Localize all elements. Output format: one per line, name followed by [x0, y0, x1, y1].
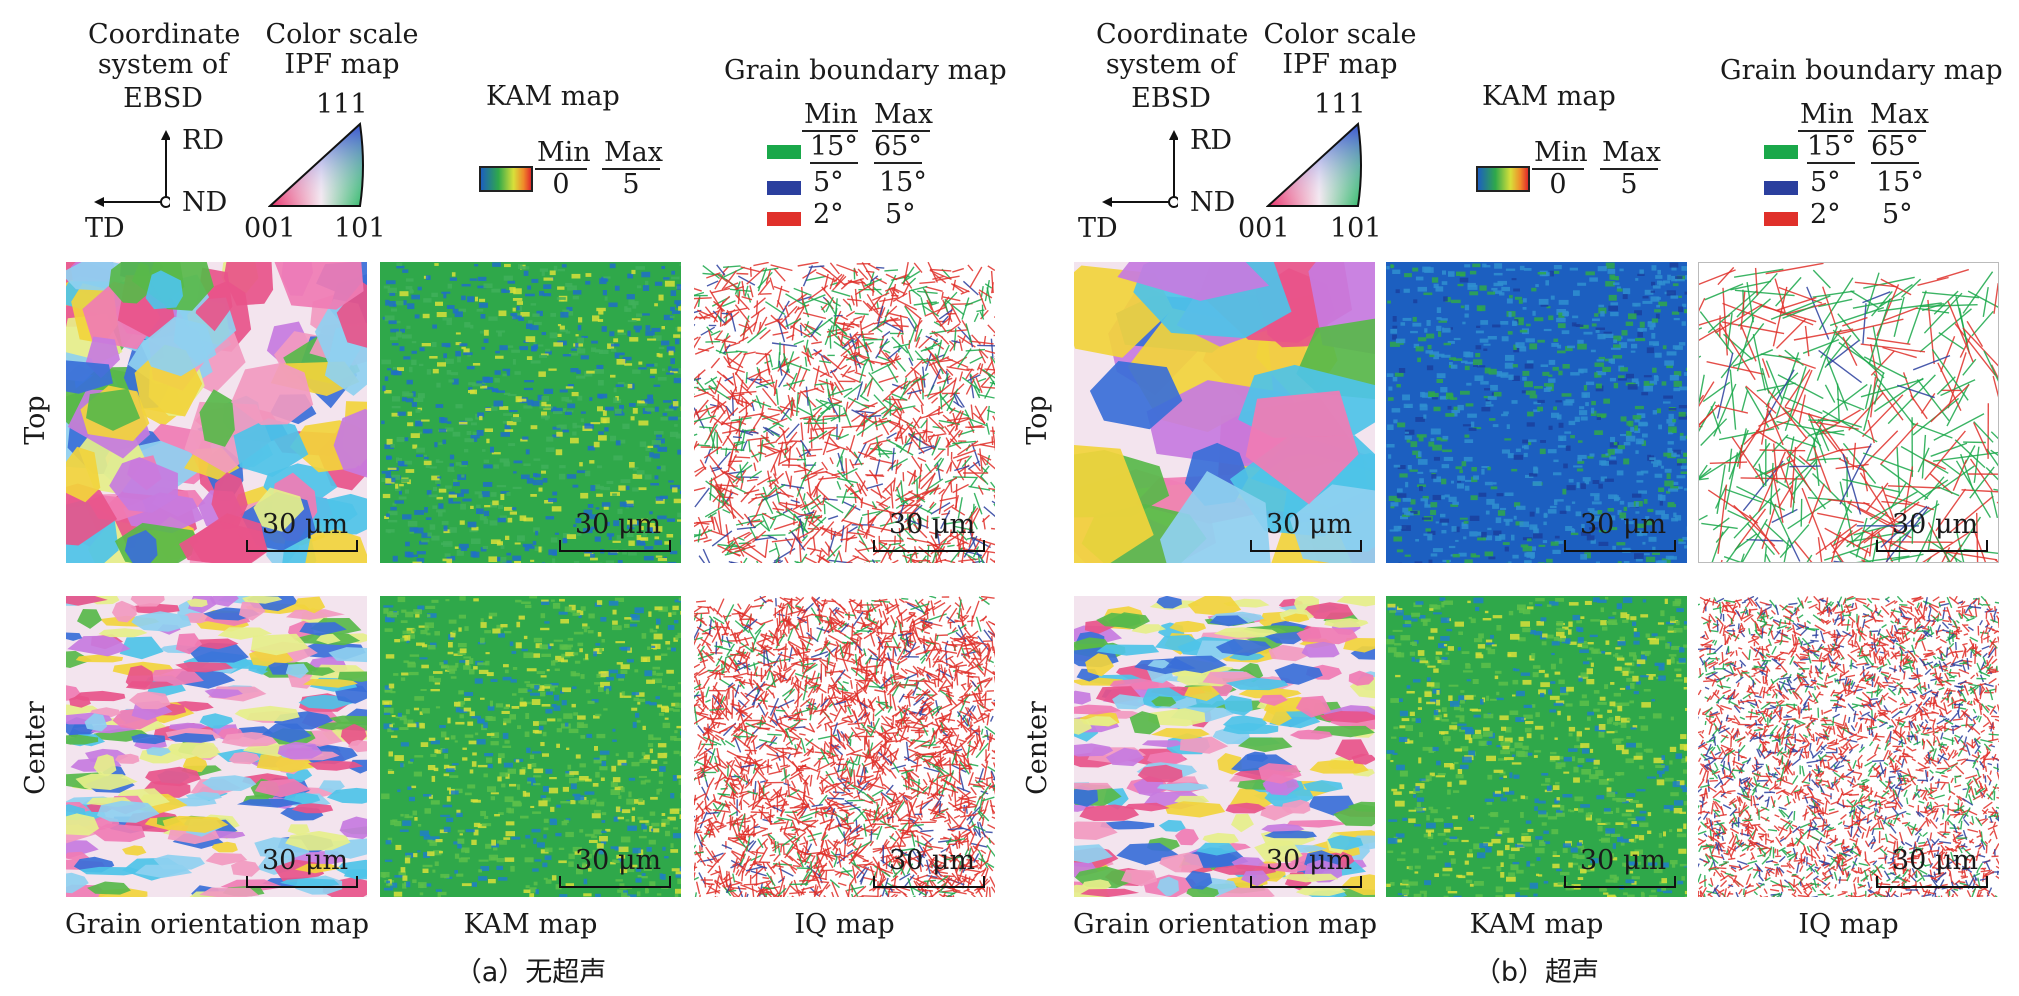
- gb-min-header: Min: [802, 99, 858, 132]
- ipf-001-label: 001: [1238, 213, 1290, 244]
- coord-title: Coordinate system of EBSD: [88, 19, 241, 114]
- ipf-triangle: [268, 122, 364, 207]
- panel-a: Coordinate system of EBSD RD ND TD Color…: [20, 19, 1007, 988]
- kam-map-center: [380, 596, 681, 897]
- gb-legend-title: Grain boundary map: [724, 55, 1007, 86]
- kam-legend-title: KAM map: [1482, 81, 1616, 112]
- kam-map-top: [380, 262, 681, 563]
- panel-caption: （a）无超声: [454, 957, 607, 988]
- scale-bar: [1250, 550, 1362, 552]
- ipf-001-label: 001: [244, 213, 296, 244]
- gb-swatch-green: [1764, 145, 1798, 159]
- scale-bar-label: 30 μm: [889, 509, 976, 540]
- gb-max-header: Max: [1868, 99, 1929, 132]
- coordinate-axes: [94, 130, 170, 208]
- gb-row-low: 2° 5°: [767, 200, 937, 236]
- scale-bar-label: 30 μm: [1580, 845, 1667, 876]
- kam-map-top: [1386, 262, 1687, 563]
- column-label-iq: IQ map: [794, 909, 895, 940]
- scale-bar-label: 30 μm: [1266, 845, 1353, 876]
- gb-swatch-red: [767, 212, 801, 226]
- kam-min: Min 0: [1532, 137, 1588, 200]
- row-label-top: Top: [1022, 395, 1053, 445]
- iq-map-top: [1698, 262, 1999, 563]
- iq-map-center: [1698, 596, 1999, 897]
- column-label-kam: KAM map: [1469, 909, 1604, 940]
- grain-orientation-map-top: [1074, 262, 1375, 563]
- grain-orientation-map-center: [1074, 596, 1375, 897]
- column-label-kam: KAM map: [463, 909, 598, 940]
- scale-bar: [1250, 886, 1362, 888]
- grain-orientation-map-top: [66, 262, 367, 563]
- kam-map-center: [1386, 596, 1687, 897]
- scale-bar-label: 30 μm: [1266, 509, 1353, 540]
- scale-bar: [246, 550, 358, 552]
- kam-max: Max 5: [1600, 137, 1661, 200]
- column-label-iq: IQ map: [1798, 909, 1899, 940]
- panel-caption: （b）超声: [1473, 957, 1600, 988]
- scale-bar-label: 30 μm: [262, 509, 349, 540]
- scale-bar: [559, 886, 671, 888]
- kam-legend-title: KAM map: [486, 81, 620, 112]
- kam-colorbar: [479, 166, 533, 192]
- kam-min: Min 0: [535, 137, 591, 200]
- column-label-grain-orientation: Grain orientation map: [1073, 909, 1377, 940]
- row-label-top: Top: [20, 395, 51, 445]
- coordinate-axes: [1102, 130, 1178, 208]
- scale-bar-label: 30 μm: [889, 845, 976, 876]
- ipf-triangle: [1266, 122, 1362, 207]
- scale-bar-label: 30 μm: [262, 845, 349, 876]
- axis-td-label: TD: [85, 213, 125, 244]
- axis-rd-label: RD: [1190, 125, 1232, 156]
- gb-swatch-blue: [767, 181, 801, 195]
- gb-legend-title: Grain boundary map: [1720, 55, 2003, 86]
- row-label-center: Center: [1022, 701, 1053, 795]
- axis-nd-label: ND: [182, 187, 228, 218]
- ipf-title: Color scale IPF map: [265, 19, 419, 80]
- row-label-center: Center: [20, 701, 51, 795]
- scale-bar: [246, 886, 358, 888]
- iq-map-center: [694, 596, 995, 897]
- gb-row-low: 2° 5°: [1764, 200, 1934, 236]
- axis-nd-label: ND: [1190, 187, 1236, 218]
- scale-bar-label: 30 μm: [1892, 845, 1979, 876]
- scale-bar: [1564, 886, 1676, 888]
- grain-orientation-map-center: [66, 596, 367, 897]
- scale-bar: [873, 886, 985, 888]
- ipf-111-label: 111: [316, 89, 368, 120]
- scale-bar-label: 30 μm: [1580, 509, 1667, 540]
- ipf-title: Color scale IPF map: [1263, 19, 1417, 80]
- gb-row-mid: 5° 15°: [1764, 168, 1934, 202]
- gb-row-mid: 5° 15°: [767, 168, 937, 202]
- axis-rd-label: RD: [182, 125, 224, 156]
- scale-bar: [559, 550, 671, 552]
- gb-max-header: Max: [872, 99, 933, 132]
- gb-min-header: Min: [1798, 99, 1854, 132]
- scale-bar-label: 30 μm: [575, 845, 662, 876]
- scale-bar: [1876, 886, 1988, 888]
- gb-swatch-red: [1764, 212, 1798, 226]
- column-label-grain-orientation: Grain orientation map: [65, 909, 369, 940]
- axis-td-label: TD: [1078, 213, 1118, 244]
- scale-bar: [1876, 550, 1988, 552]
- gb-swatch-blue: [1764, 181, 1798, 195]
- gb-row-high: 15° 65°: [1764, 132, 1934, 166]
- scale-bar-label: 30 μm: [1892, 509, 1979, 540]
- ipf-101-label: 101: [1330, 213, 1382, 244]
- kam-max: Max 5: [602, 137, 663, 200]
- coord-title: Coordinate system of EBSD: [1096, 19, 1249, 114]
- panel-b: Coordinate system of EBSD RD ND TD Color…: [1008, 0, 2018, 996]
- gb-swatch-green: [767, 145, 801, 159]
- scale-bar-label: 30 μm: [575, 509, 662, 540]
- gb-row-high: 15° 65°: [767, 132, 937, 166]
- scale-bar: [873, 550, 985, 552]
- scale-bar: [1564, 550, 1676, 552]
- ipf-111-label: 111: [1314, 89, 1366, 120]
- ipf-101-label: 101: [334, 213, 386, 244]
- kam-colorbar: [1476, 166, 1530, 192]
- iq-map-top: [694, 262, 995, 563]
